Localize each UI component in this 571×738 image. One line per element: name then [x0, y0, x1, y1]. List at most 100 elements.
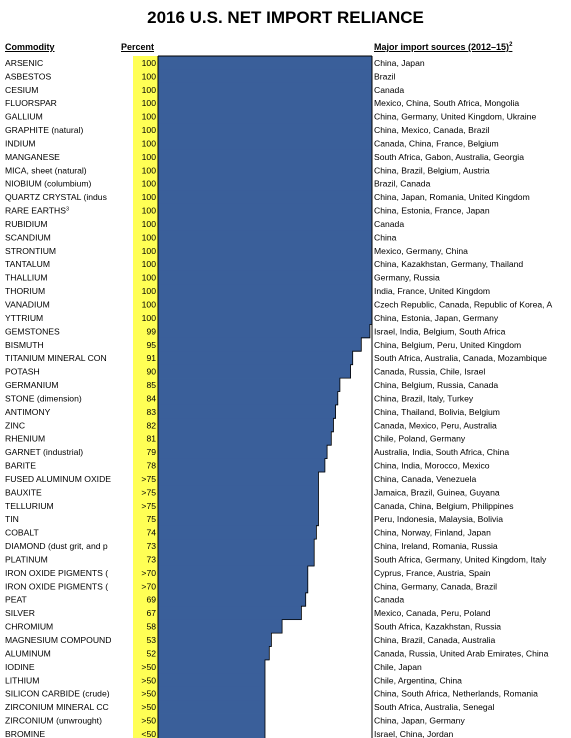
- bar: [158, 659, 265, 674]
- source-label: Israel, India, Belgium, South Africa: [374, 326, 506, 336]
- commodity-label: GARNET (industrial): [5, 447, 83, 457]
- source-label: China, Japan, Germany: [374, 716, 465, 726]
- source-label: South Africa, Australia, Senegal: [374, 702, 494, 712]
- source-label: South Africa, Australia, Canada, Mozambi…: [374, 353, 547, 363]
- bar: [158, 565, 308, 580]
- commodity-footnote: 3: [66, 207, 69, 213]
- source-label: Cyprus, France, Austria, Spain: [374, 568, 491, 578]
- source-label: Brazil, Canada: [374, 179, 431, 189]
- source-label: China, Kazakhstan, Germany, Thailand: [374, 259, 523, 269]
- source-label: Chile, Japan: [374, 662, 422, 672]
- commodity-label: ZINC: [5, 420, 25, 430]
- source-label: Mexico, Canada, Peru, Poland: [374, 608, 491, 618]
- commodity-label: MANGANESE: [5, 152, 60, 162]
- bar: [158, 217, 372, 231]
- bar: [158, 149, 372, 164]
- source-label: China, Ireland, Romania, Russia: [374, 541, 498, 551]
- source-label: Czech Republic, Canada, Republic of Kore…: [374, 299, 552, 309]
- percent-label: 100: [142, 219, 157, 229]
- chart-title: 2016 U.S. NET IMPORT RELIANCE: [147, 8, 424, 27]
- percent-label: 100: [142, 246, 157, 256]
- percent-label: 100: [142, 58, 157, 68]
- percent-label: 69: [146, 595, 156, 605]
- percent-label: 73: [146, 554, 156, 564]
- bar: [158, 633, 272, 647]
- bar: [158, 297, 372, 312]
- commodity-label: STONE (dimension): [5, 393, 82, 403]
- percent-label: >70: [141, 568, 156, 578]
- bar: [158, 69, 372, 84]
- commodity-label: QUARTZ CRYSTAL (indus: [5, 192, 107, 202]
- commodity-label: COBALT: [5, 528, 39, 538]
- percent-label: 100: [142, 313, 157, 323]
- bar: [158, 96, 372, 111]
- percent-label: 95: [146, 340, 156, 350]
- source-label: South Africa, Germany, United Kingdom, I…: [374, 554, 547, 564]
- source-label: South Africa, Kazakhstan, Russia: [374, 622, 501, 632]
- source-label: Canada: [374, 85, 404, 95]
- bar: [158, 82, 372, 97]
- percent-label: 100: [142, 98, 157, 108]
- commodity-label: IODINE: [5, 662, 35, 672]
- percent-label: 90: [146, 367, 156, 377]
- percent-highlight-column: [133, 56, 158, 738]
- source-label: India, France, United Kingdom: [374, 286, 490, 296]
- percent-label: 100: [142, 206, 157, 216]
- percent-label: 100: [142, 232, 157, 242]
- commodity-label: CESIUM: [5, 85, 38, 95]
- bar: [158, 404, 336, 419]
- commodity-label: ZIRCONIUM MINERAL CC: [5, 702, 109, 712]
- commodity-label: YTTRIUM: [5, 313, 43, 323]
- bar: [158, 310, 372, 325]
- bar: [158, 203, 372, 218]
- source-label: China, Thailand, Bolivia, Belgium: [374, 407, 500, 417]
- commodity-label: IRON OXIDE PIGMENTS (: [5, 581, 108, 591]
- percent-label: 73: [146, 541, 156, 551]
- bar: [158, 190, 372, 205]
- commodity-label: POTASH: [5, 367, 40, 377]
- commodity-label: RARE EARTHS3: [5, 206, 69, 216]
- bar: [158, 243, 372, 258]
- source-label: China, Estonia, Japan, Germany: [374, 313, 499, 323]
- percent-label: 84: [146, 393, 156, 403]
- commodity-label: THORIUM: [5, 286, 45, 296]
- commodity-label: CHROMIUM: [5, 622, 53, 632]
- percent-label: 100: [142, 179, 157, 189]
- percent-label: 99: [146, 326, 156, 336]
- bar: [158, 418, 334, 433]
- source-label: Canada, China, France, Belgium: [374, 138, 499, 148]
- commodity-label: BROMINE: [5, 729, 45, 738]
- percent-label: <50: [141, 729, 156, 738]
- commodity-label: MICA, sheet (natural): [5, 165, 87, 175]
- percent-label: 100: [142, 259, 157, 269]
- commodity-label: ARSENIC: [5, 58, 43, 68]
- commodity-label: SILICON CARBIDE (crude): [5, 689, 110, 699]
- percent-label: 58: [146, 622, 156, 632]
- bar: [158, 552, 315, 567]
- commodity-label: GRAPHITE (natural): [5, 125, 83, 135]
- percent-label: 100: [142, 85, 157, 95]
- percent-label: >75: [141, 487, 156, 497]
- commodity-label: IRON OXIDE PIGMENTS (: [5, 568, 108, 578]
- bar: [158, 700, 265, 714]
- source-label: Canada: [374, 595, 404, 605]
- source-label: Chile, Argentina, China: [374, 675, 462, 685]
- percent-label: >75: [141, 474, 156, 484]
- source-label: Australia, India, South Africa, China: [374, 447, 509, 457]
- percent-column-header: Percent: [121, 42, 155, 52]
- source-label: China, Belgium, Peru, United Kingdom: [374, 340, 521, 350]
- source-label: Germany, Russia: [374, 273, 440, 283]
- commodity-label: BAUXITE: [5, 487, 42, 497]
- bar: [158, 136, 372, 151]
- commodity-label: VANADIUM: [5, 299, 50, 309]
- percent-label: 100: [142, 138, 157, 148]
- percent-label: >75: [141, 501, 156, 511]
- commodity-label: GALLIUM: [5, 112, 43, 122]
- bar: [158, 163, 372, 178]
- percent-label: 81: [146, 434, 156, 444]
- percent-label: >70: [141, 581, 156, 591]
- percent-label: 100: [142, 71, 157, 81]
- bar: [158, 606, 302, 621]
- sources-header-text: Major import sources (2012–15): [374, 42, 510, 52]
